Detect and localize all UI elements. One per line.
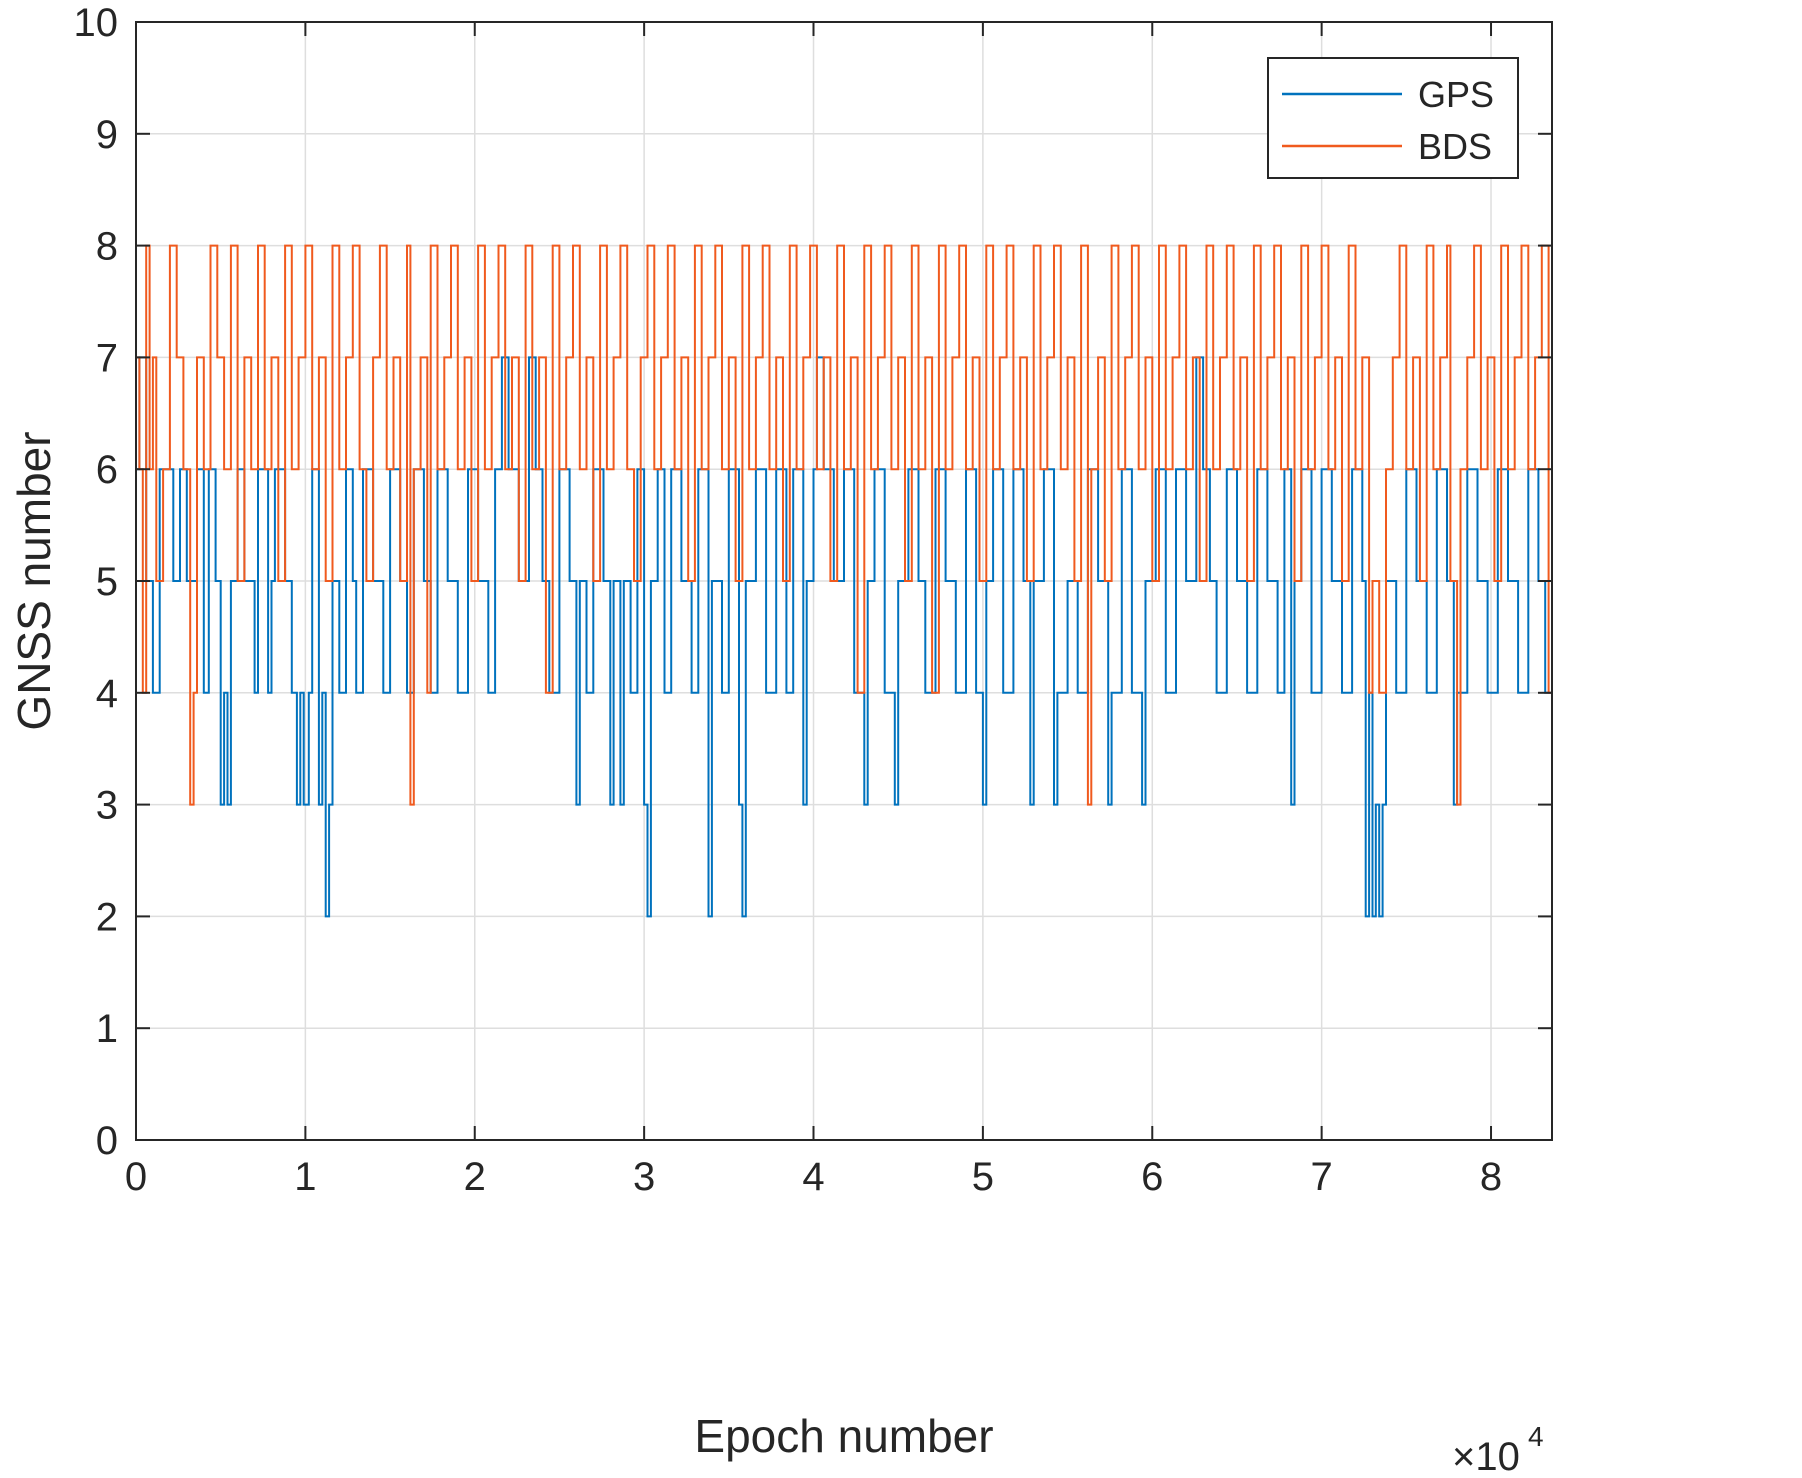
y-axis-label: GNSS number — [8, 431, 60, 730]
y-tick-label: 2 — [96, 895, 118, 939]
series-line-bds — [136, 244, 1552, 806]
x-tick-label: 5 — [972, 1155, 994, 1199]
x-axis-label: Epoch number — [694, 1410, 993, 1462]
y-tick-label: 4 — [96, 672, 118, 716]
legend: GPS BDS — [1267, 57, 1519, 179]
legend-label-gps: GPS — [1418, 74, 1494, 115]
y-tick-label: 6 — [96, 448, 118, 492]
x-tick-label: 7 — [1311, 1155, 1333, 1199]
series-layer — [136, 244, 1552, 918]
y-tick-label: 3 — [96, 784, 118, 828]
legend-box — [1267, 57, 1519, 179]
y-tick-label: 10 — [74, 1, 119, 45]
y-tick-label: 8 — [96, 225, 118, 269]
x-axis-multiplier: ×10 4 — [1452, 1421, 1544, 1478]
x-tick-label: 1 — [294, 1155, 316, 1199]
y-tick-label: 1 — [96, 1007, 118, 1051]
x-tick-label: 2 — [464, 1155, 486, 1199]
y-tick-label: 5 — [96, 560, 118, 604]
x-multiplier-exponent: 4 — [1528, 1421, 1544, 1452]
y-tick-label: 7 — [96, 336, 118, 380]
x-tick-label: 3 — [633, 1155, 655, 1199]
y-tick-label: 9 — [96, 113, 118, 157]
ticks — [135, 21, 1552, 1141]
legend-label-bds: BDS — [1418, 126, 1492, 167]
x-tick-label: 4 — [802, 1155, 824, 1199]
tick-labels: 0 1 2 3 4 5 6 7 8 0 1 2 3 4 5 6 7 8 9 10 — [74, 1, 1503, 1199]
x-tick-label: 6 — [1141, 1155, 1163, 1199]
x-tick-label: 8 — [1480, 1155, 1502, 1199]
x-multiplier-base: ×10 — [1452, 1435, 1520, 1478]
y-tick-label: 0 — [96, 1119, 118, 1163]
x-tick-label: 0 — [125, 1155, 147, 1199]
